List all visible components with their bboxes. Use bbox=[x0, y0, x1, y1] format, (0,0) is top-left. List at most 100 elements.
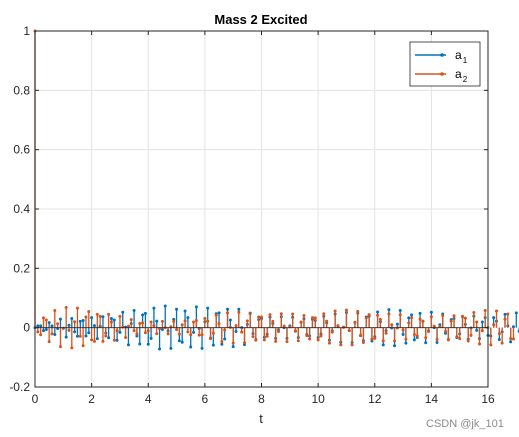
stem-marker bbox=[81, 319, 85, 323]
stem-marker bbox=[370, 337, 374, 341]
stem-marker bbox=[325, 319, 329, 323]
stem-marker bbox=[282, 324, 286, 328]
stem-marker bbox=[310, 316, 314, 320]
stem-marker bbox=[339, 343, 343, 347]
stem-marker bbox=[223, 337, 227, 341]
stem-marker bbox=[84, 315, 88, 319]
stem-marker bbox=[107, 312, 111, 316]
stem-marker bbox=[511, 337, 515, 341]
stem-marker bbox=[141, 313, 145, 317]
stem-marker bbox=[381, 339, 385, 343]
stem-marker bbox=[398, 308, 402, 312]
stem-marker bbox=[327, 341, 331, 345]
stem-marker bbox=[503, 317, 507, 321]
stem-marker bbox=[316, 338, 320, 342]
stem-marker bbox=[166, 332, 170, 336]
stem-marker bbox=[109, 316, 113, 320]
stem-marker bbox=[231, 345, 235, 349]
stem-marker bbox=[387, 312, 391, 316]
stem-marker bbox=[410, 313, 414, 317]
stem-marker bbox=[412, 338, 416, 342]
stem-marker bbox=[438, 324, 442, 328]
stem-marker bbox=[175, 307, 179, 311]
stem-marker bbox=[381, 343, 385, 347]
stem-marker bbox=[112, 338, 116, 342]
stem-marker bbox=[262, 338, 266, 342]
x-tick-label: 2 bbox=[88, 392, 95, 406]
legend-label-a2-base: a bbox=[455, 67, 462, 81]
stem-marker bbox=[160, 327, 164, 331]
stem-marker bbox=[492, 323, 496, 327]
stem-marker bbox=[494, 309, 498, 313]
stem-marker bbox=[410, 316, 414, 320]
stem-marker bbox=[39, 333, 43, 337]
stem-marker bbox=[149, 336, 153, 340]
stem-marker bbox=[441, 314, 445, 318]
stem-marker bbox=[50, 332, 54, 336]
stem-marker bbox=[186, 316, 190, 320]
stem-marker bbox=[376, 310, 380, 314]
stem-marker bbox=[73, 320, 77, 324]
stem-marker bbox=[475, 320, 479, 324]
x-tick-label: 4 bbox=[145, 392, 152, 406]
stem-marker bbox=[226, 307, 230, 311]
stem-marker bbox=[132, 308, 136, 312]
stem-marker bbox=[194, 305, 198, 309]
stem-marker bbox=[217, 311, 221, 315]
stem-marker bbox=[489, 343, 493, 347]
stem-marker bbox=[285, 340, 289, 344]
legend-label-a1: a1 bbox=[455, 48, 468, 65]
x-tick-label: 16 bbox=[481, 392, 495, 406]
stem-marker bbox=[41, 329, 45, 333]
stem-marker bbox=[115, 338, 119, 342]
stem-marker bbox=[78, 334, 82, 338]
stem-marker bbox=[418, 317, 422, 321]
stem-marker bbox=[53, 308, 57, 312]
stem-marker bbox=[169, 346, 173, 350]
stem-marker bbox=[109, 320, 113, 324]
stem-marker bbox=[146, 329, 150, 333]
stem-marker bbox=[36, 330, 40, 334]
legend-marker-a2 bbox=[440, 72, 444, 76]
stem-marker bbox=[143, 311, 147, 315]
stem-marker bbox=[299, 320, 303, 324]
stem-marker bbox=[373, 336, 377, 340]
legend-label-a2-sub: 2 bbox=[463, 75, 468, 84]
stem-marker bbox=[429, 310, 433, 314]
stem-marker bbox=[177, 339, 181, 343]
stem-marker bbox=[135, 334, 139, 338]
stem-marker bbox=[480, 320, 484, 324]
stem-marker bbox=[503, 312, 507, 316]
stem-marker bbox=[47, 321, 51, 325]
stem-marker bbox=[506, 312, 510, 316]
stem-marker bbox=[387, 308, 391, 312]
legend-box bbox=[409, 41, 481, 87]
stem-marker bbox=[511, 325, 515, 329]
stem-marker bbox=[44, 327, 48, 331]
stem-marker bbox=[398, 313, 402, 317]
stem-marker bbox=[271, 319, 275, 323]
stem-marker bbox=[293, 329, 297, 333]
stem-marker bbox=[124, 335, 128, 339]
stem-marker bbox=[121, 325, 125, 329]
stem-marker bbox=[446, 338, 450, 342]
stem-marker bbox=[192, 330, 196, 334]
stem-marker bbox=[509, 337, 513, 341]
stem-marker bbox=[492, 316, 496, 320]
stem-marker bbox=[265, 334, 269, 338]
legend-label-a2: a2 bbox=[455, 67, 468, 84]
stem-marker bbox=[330, 330, 334, 334]
legend-label-a1-sub: 1 bbox=[463, 56, 468, 65]
stem-marker bbox=[67, 323, 71, 327]
chart-title: Mass 2 Excited bbox=[214, 12, 307, 27]
stem-marker bbox=[302, 314, 306, 318]
stem-marker bbox=[257, 315, 261, 319]
stem-marker bbox=[36, 324, 40, 328]
stem-marker bbox=[452, 314, 456, 318]
stem-marker bbox=[183, 319, 187, 323]
stem-marker bbox=[243, 341, 247, 345]
stem-marker bbox=[155, 332, 159, 336]
x-tick-label: 12 bbox=[368, 392, 382, 406]
stem-marker bbox=[497, 332, 501, 336]
